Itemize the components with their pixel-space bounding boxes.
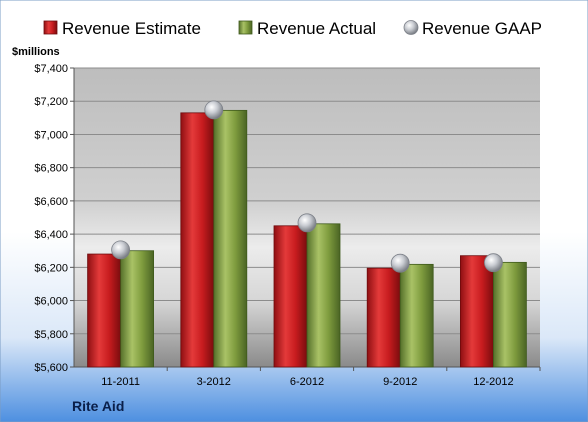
gaap-marker [111,240,130,260]
x-axis-ticks: 11-2011 3-2012 6-2012 9-2012 12-2012 [101,376,513,388]
gaap-marker [483,253,503,273]
y-tick-label: $5,600 [34,362,68,374]
legend-swatch [403,20,419,35]
y-tick-label: $7,200 [34,96,68,108]
actual-bar [492,261,527,368]
y-tick-label: $6,400 [34,229,68,241]
gaap-marker [204,100,224,120]
estimate-bar [180,112,215,368]
gaap-marker [297,213,317,233]
y-tick-label: $6,200 [34,262,68,274]
gaap-markers [111,100,503,273]
legend-label: Revenue GAAP [422,19,542,38]
actual-bar [120,250,154,368]
y-tick-label: $6,600 [34,196,68,208]
x-tick-label: 9-2012 [383,376,417,388]
y-tick-label: $6,000 [34,296,68,308]
actual-bar [213,109,248,368]
estimate-bar [459,255,494,368]
x-tick-label: 3-2012 [197,376,231,388]
gaap-marker [390,253,410,273]
company-name: Rite Aid [72,398,124,414]
x-tick-label: 6-2012 [290,376,324,388]
y-axis-unit-label: $millions [12,46,60,58]
x-tick-label: 12-2012 [473,376,513,388]
y-tick-label: $7,000 [34,129,68,141]
legend: Revenue Estimate Revenue Actual Revenue GA… [43,19,542,38]
y-tick-label: $6,800 [34,163,68,175]
actual-bar [399,263,434,368]
estimate-bar [87,253,121,368]
y-axis-ticks: $5,600 $5,800 $6,000 $6,200 $6,400 $6,600 $6,8… [34,63,68,374]
legend-swatch [238,20,253,35]
y-tick-label: $5,800 [34,329,68,341]
bars [87,109,527,368]
actual-bar [306,223,341,368]
legend-swatch [43,20,58,35]
estimate-bar [273,225,308,368]
legend-label: Revenue Actual [257,19,376,38]
x-tick-label: 11-2011 [101,376,140,388]
y-tick-label: $7,400 [34,63,68,75]
legend-label: Revenue Estimate [62,19,201,38]
estimate-bar [366,267,401,368]
